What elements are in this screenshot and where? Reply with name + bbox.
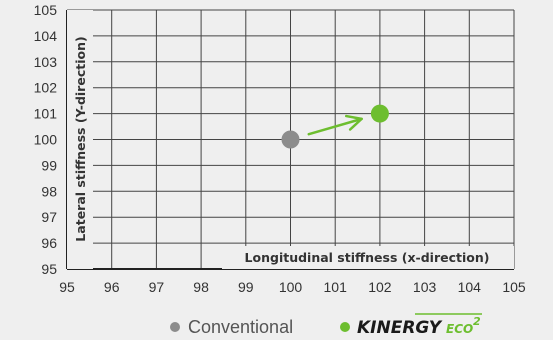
legend: Conventional KINERGY ECO 2: [170, 313, 482, 338]
x-axis-title: Longitudinal stiffness (x-direction): [245, 250, 490, 265]
y-tick-label: 98: [41, 183, 57, 199]
y-axis-title: Lateral stiffness (Y-direction): [73, 36, 88, 241]
x-axis-title-box: [222, 246, 514, 269]
y-tick-label: 97: [41, 209, 57, 225]
y-tick-label: 101: [34, 106, 58, 122]
y-tick-label: 96: [41, 235, 57, 251]
x-tick-label: 105: [502, 279, 526, 295]
x-tick-label: 104: [458, 279, 482, 295]
legend-brand-sub: ECO: [446, 322, 473, 336]
x-tick-label: 102: [368, 279, 392, 295]
y-axis-title-box: [67, 10, 93, 269]
data-point: [281, 130, 300, 149]
legend-brand-main: KINERGY: [357, 318, 443, 338]
y-tick-label: 95: [41, 261, 57, 277]
x-tick-label: 96: [104, 279, 120, 295]
y-tick-label: 105: [34, 2, 58, 18]
x-tick-label: 103: [413, 279, 437, 295]
legend-kinergy-swatch: [340, 322, 350, 332]
y-tick-label: 104: [34, 28, 58, 44]
y-tick-label: 103: [34, 54, 58, 70]
y-tick-label: 100: [34, 132, 58, 148]
x-tick-label: 99: [238, 279, 254, 295]
data-point: [370, 104, 389, 123]
arrow-head: [345, 114, 363, 131]
legend-conventional-label: Conventional: [188, 317, 293, 337]
x-tick-label: 100: [279, 279, 303, 295]
kinergy-eco2-logo: KINERGY ECO 2: [357, 313, 482, 338]
y-tick-label: 102: [34, 80, 58, 96]
x-tick-label: 97: [149, 279, 165, 295]
y-tick-labels: 95 96 97 98 99 100 101 102 103 104 105: [34, 2, 58, 277]
arrow-shaft: [307, 117, 363, 136]
legend-brand-sup: 2: [473, 315, 481, 328]
x-tick-label: 95: [59, 279, 75, 295]
y-tick-label: 99: [41, 157, 57, 173]
x-tick-label: 98: [193, 279, 209, 295]
data-marks: [281, 104, 389, 149]
legend-conventional-swatch: [170, 322, 180, 332]
x-tick-labels: 95 96 97 98 99 100 101 102 103 104 105: [59, 279, 526, 295]
x-tick-label: 101: [324, 279, 348, 295]
